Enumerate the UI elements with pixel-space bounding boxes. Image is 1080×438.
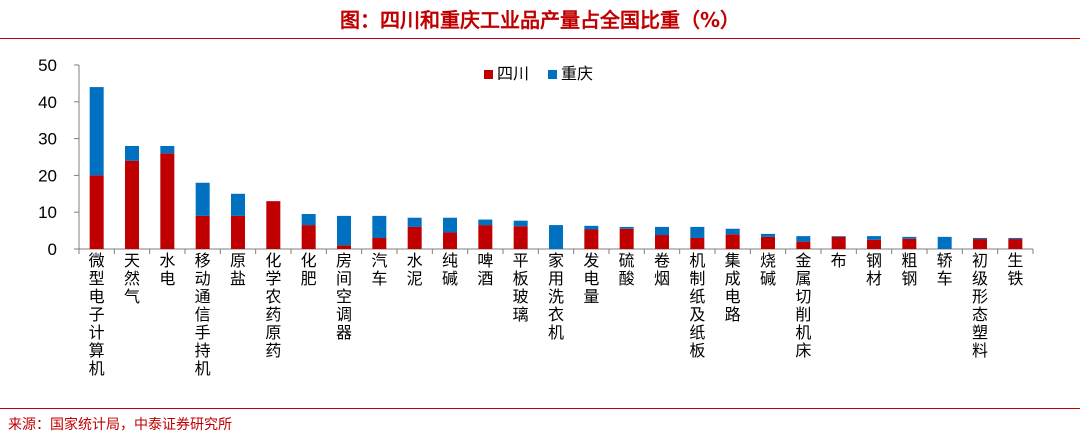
category-label: 纯碱 <box>442 251 458 288</box>
category-label: 卷烟 <box>654 251 670 288</box>
stacked-bar-chart: 0 10 20 30 40 50 微型电子计算机 天然气 水电 移动通信手持机 原盐 化学农药原药 化… <box>38 56 1034 378</box>
bar-segment-chongqing <box>195 182 210 216</box>
category-label: 移动通信手持机 <box>195 251 211 378</box>
category-label: 微型电子计算机 <box>89 251 105 378</box>
bar-segment-sichuan <box>584 229 599 249</box>
bar-segment-sichuan <box>655 235 669 249</box>
category-label: 水泥 <box>407 251 423 288</box>
bar-segment-chongqing <box>478 219 493 226</box>
y-tick-label: 30 <box>38 130 57 149</box>
bar-segment-chongqing <box>301 214 316 226</box>
bar-segment-chongqing <box>443 217 457 233</box>
bar-segment-chongqing <box>407 217 422 227</box>
bar-segment-chongqing <box>372 215 387 238</box>
bar-segment-sichuan <box>443 232 457 249</box>
bar-segment-sichuan <box>478 225 493 249</box>
footer-divider <box>0 408 1080 409</box>
category-label: 布 <box>831 251 847 270</box>
category-label: 水电 <box>159 251 175 288</box>
bar-segment-chongqing <box>655 226 669 236</box>
bar-segment-sichuan <box>195 215 210 249</box>
bar-segment-sichuan <box>690 237 705 249</box>
bar-segment-sichuan <box>1008 239 1023 249</box>
category-label: 金属切削机床 <box>795 251 811 360</box>
category-label: 平板玻璃 <box>513 251 529 324</box>
category-label: 钢材 <box>866 251 882 288</box>
bar-segment-chongqing <box>1008 237 1023 240</box>
y-tick-label: 10 <box>38 203 57 222</box>
bar-segment-chongqing <box>902 236 917 239</box>
legend: 四川 重庆 <box>484 64 593 83</box>
bar-segment-chongqing <box>584 225 599 230</box>
category-label: 烧碱 <box>760 251 776 288</box>
category-label: 轿车 <box>937 251 953 288</box>
bar-segment-sichuan <box>407 226 422 249</box>
category-label: 房间空调器 <box>336 251 352 342</box>
category-label: 粗钢 <box>901 251 917 288</box>
y-tick-label: 20 <box>38 166 57 185</box>
legend-label-chongqing: 重庆 <box>561 64 593 83</box>
category-label: 汽车 <box>371 251 387 288</box>
y-tick-label: 40 <box>38 93 57 112</box>
legend-swatch-chongqing <box>548 70 557 79</box>
bar-segment-sichuan <box>301 225 316 249</box>
category-label: 化学农药原药 <box>265 251 281 360</box>
bar-segment-sichuan <box>831 236 846 249</box>
category-label: 原盐 <box>230 251 246 288</box>
bar-segment-sichuan <box>902 238 917 249</box>
bar-segment-chongqing <box>867 236 881 240</box>
bar-segment-sichuan <box>513 226 528 249</box>
category-label: 集成电路 <box>725 251 741 324</box>
bar-segment-chongqing <box>796 236 811 242</box>
chart-title: 图：四川和重庆工业品产量占全国比重（%） <box>339 8 741 32</box>
source-note: 来源：国家统计局，中泰证券研究所 <box>8 417 232 433</box>
bar-segment-chongqing <box>160 145 175 154</box>
bar-segment-sichuan <box>725 234 740 249</box>
legend-label-sichuan: 四川 <box>497 64 529 83</box>
bar-segment-sichuan <box>796 241 811 249</box>
bar-segment-chongqing <box>89 87 104 176</box>
bar-segment-chongqing <box>337 215 351 246</box>
bar-segment-sichuan <box>89 175 104 249</box>
category-label: 发电量 <box>583 251 599 306</box>
category-label: 机制纸及纸板 <box>689 251 705 360</box>
category-label: 天然气 <box>124 251 140 306</box>
y-tick-label: 50 <box>38 56 57 75</box>
bar-segment-chongqing <box>973 237 987 240</box>
bar-series-group <box>89 87 1023 249</box>
category-label: 化肥 <box>301 251 317 288</box>
category-label: 硫酸 <box>619 251 635 288</box>
category-label: 生铁 <box>1007 251 1023 288</box>
bar-segment-sichuan <box>619 228 634 249</box>
bar-segment-sichuan <box>337 245 351 249</box>
bar-segment-chongqing <box>513 220 528 227</box>
title-divider <box>0 38 1080 39</box>
bar-segment-sichuan <box>160 153 175 249</box>
bar-segment-sichuan <box>231 215 245 249</box>
category-label: 初级形态塑料 <box>972 251 988 360</box>
bar-segment-chongqing <box>690 226 705 238</box>
y-axis: 0 10 20 30 40 50 <box>38 56 80 259</box>
bar-segment-chongqing <box>937 236 952 249</box>
bar-segment-sichuan <box>372 237 387 249</box>
bar-segment-chongqing <box>761 233 775 237</box>
legend-swatch-sichuan <box>484 70 493 79</box>
category-label: 家用洗衣机 <box>548 251 564 342</box>
category-labels: 微型电子计算机 天然气 水电 移动通信手持机 原盐 化学农药原药 化肥 房间空调器 汽车水泥纯碱… <box>89 251 1024 378</box>
bar-segment-chongqing <box>231 193 245 216</box>
category-label: 啤酒 <box>477 251 493 288</box>
bar-segment-sichuan <box>125 160 139 249</box>
bar-segment-sichuan <box>867 239 881 249</box>
bar-segment-chongqing <box>125 145 139 161</box>
bar-segment-chongqing <box>619 226 634 229</box>
bar-segment-sichuan <box>761 236 775 249</box>
bar-segment-sichuan <box>973 239 987 249</box>
bar-segment-sichuan <box>266 201 281 249</box>
bar-segment-chongqing <box>725 228 740 235</box>
y-tick-label: 0 <box>48 240 57 259</box>
bar-segment-chongqing <box>831 236 846 237</box>
bar-segment-chongqing <box>549 225 563 249</box>
